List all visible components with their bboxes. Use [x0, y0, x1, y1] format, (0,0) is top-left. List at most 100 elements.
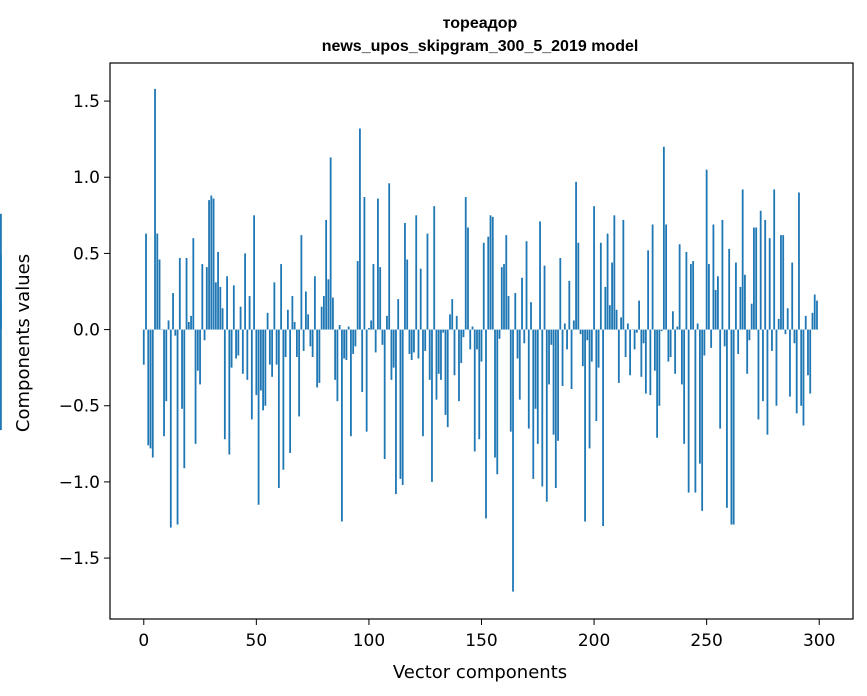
bar	[726, 329, 728, 508]
bar	[397, 299, 400, 330]
bar	[795, 329, 798, 414]
bar	[759, 210, 762, 330]
bar	[687, 329, 690, 493]
y-tick-label: −1.5	[59, 549, 100, 569]
bar	[561, 329, 564, 386]
bar	[336, 329, 339, 402]
bar	[741, 189, 744, 330]
bar	[590, 329, 593, 362]
bar	[0, 254, 2, 330]
bar	[615, 309, 618, 330]
bar	[584, 329, 586, 522]
bar	[674, 329, 677, 374]
bar	[217, 251, 219, 330]
bar	[633, 329, 636, 350]
bar	[295, 329, 298, 357]
bar	[262, 329, 264, 411]
bar	[151, 329, 154, 458]
bar	[737, 329, 740, 354]
bar	[345, 329, 348, 361]
bar	[689, 264, 692, 330]
bar	[415, 215, 418, 330]
bar	[352, 329, 355, 354]
bar	[739, 286, 742, 330]
bar	[435, 329, 438, 400]
x-tick-label: 50	[246, 631, 268, 651]
bar	[622, 219, 625, 330]
bar	[354, 329, 357, 347]
bar	[311, 329, 314, 357]
bar	[656, 329, 659, 438]
bars-group	[0, 88, 818, 592]
bar	[401, 329, 404, 485]
bar	[489, 215, 492, 330]
bar	[629, 329, 631, 376]
bar	[422, 329, 424, 437]
bar	[410, 329, 413, 361]
bar	[593, 206, 595, 330]
bar	[525, 241, 528, 330]
bar	[735, 262, 737, 330]
bar	[300, 235, 303, 330]
bar	[503, 264, 505, 330]
x-tick-label: 150	[465, 631, 497, 651]
bar	[712, 224, 715, 330]
bar	[575, 181, 577, 330]
bar	[662, 146, 665, 330]
bar	[318, 329, 321, 383]
bar	[214, 282, 217, 330]
bar	[588, 329, 591, 449]
bar	[142, 329, 145, 365]
bar	[683, 329, 686, 444]
bar	[232, 285, 235, 330]
bar	[408, 329, 411, 354]
bar	[316, 329, 319, 388]
bar	[719, 329, 722, 429]
bar	[624, 329, 627, 357]
bar	[390, 329, 393, 380]
bar	[581, 329, 584, 367]
y-tick-label: 1.0	[73, 168, 100, 188]
bar	[273, 282, 276, 330]
bar	[282, 329, 285, 470]
bar	[338, 325, 341, 330]
bar	[169, 329, 172, 528]
bar	[178, 257, 181, 330]
bar	[487, 236, 490, 330]
bar	[658, 329, 661, 406]
bar	[426, 233, 429, 330]
bar	[230, 329, 233, 368]
bar	[327, 279, 330, 330]
bar	[275, 329, 278, 365]
bar	[669, 329, 672, 357]
bar	[145, 233, 147, 330]
bar	[539, 221, 541, 330]
bar	[190, 315, 192, 330]
bar	[602, 329, 604, 527]
bar	[649, 329, 652, 396]
bar	[478, 329, 481, 440]
bar	[753, 227, 755, 330]
bar	[149, 329, 152, 449]
bar	[320, 306, 323, 330]
bar	[239, 306, 242, 330]
bar	[757, 329, 760, 420]
bar	[554, 329, 557, 488]
bar	[453, 329, 456, 376]
bar	[572, 320, 575, 330]
bar	[813, 294, 816, 330]
bar	[246, 329, 249, 380]
bar	[208, 200, 210, 330]
x-tick-label: 0	[138, 631, 149, 651]
bar	[599, 242, 602, 330]
bar	[530, 302, 532, 330]
bar	[696, 323, 699, 330]
bar	[595, 329, 598, 421]
y-tick-label: −1.0	[59, 473, 100, 493]
bar	[516, 329, 519, 359]
bar	[703, 329, 706, 356]
bar	[471, 326, 474, 330]
y-tick-label: 0.5	[73, 244, 100, 264]
bar	[473, 329, 476, 452]
bar	[620, 317, 622, 330]
